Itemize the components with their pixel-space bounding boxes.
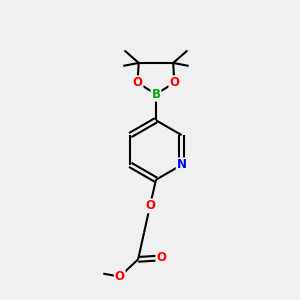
Text: O: O — [115, 270, 125, 283]
Text: O: O — [156, 251, 166, 264]
Text: B: B — [152, 88, 160, 100]
Text: O: O — [133, 76, 142, 89]
Text: O: O — [169, 76, 179, 89]
Text: N: N — [177, 158, 187, 171]
Text: O: O — [145, 200, 155, 212]
